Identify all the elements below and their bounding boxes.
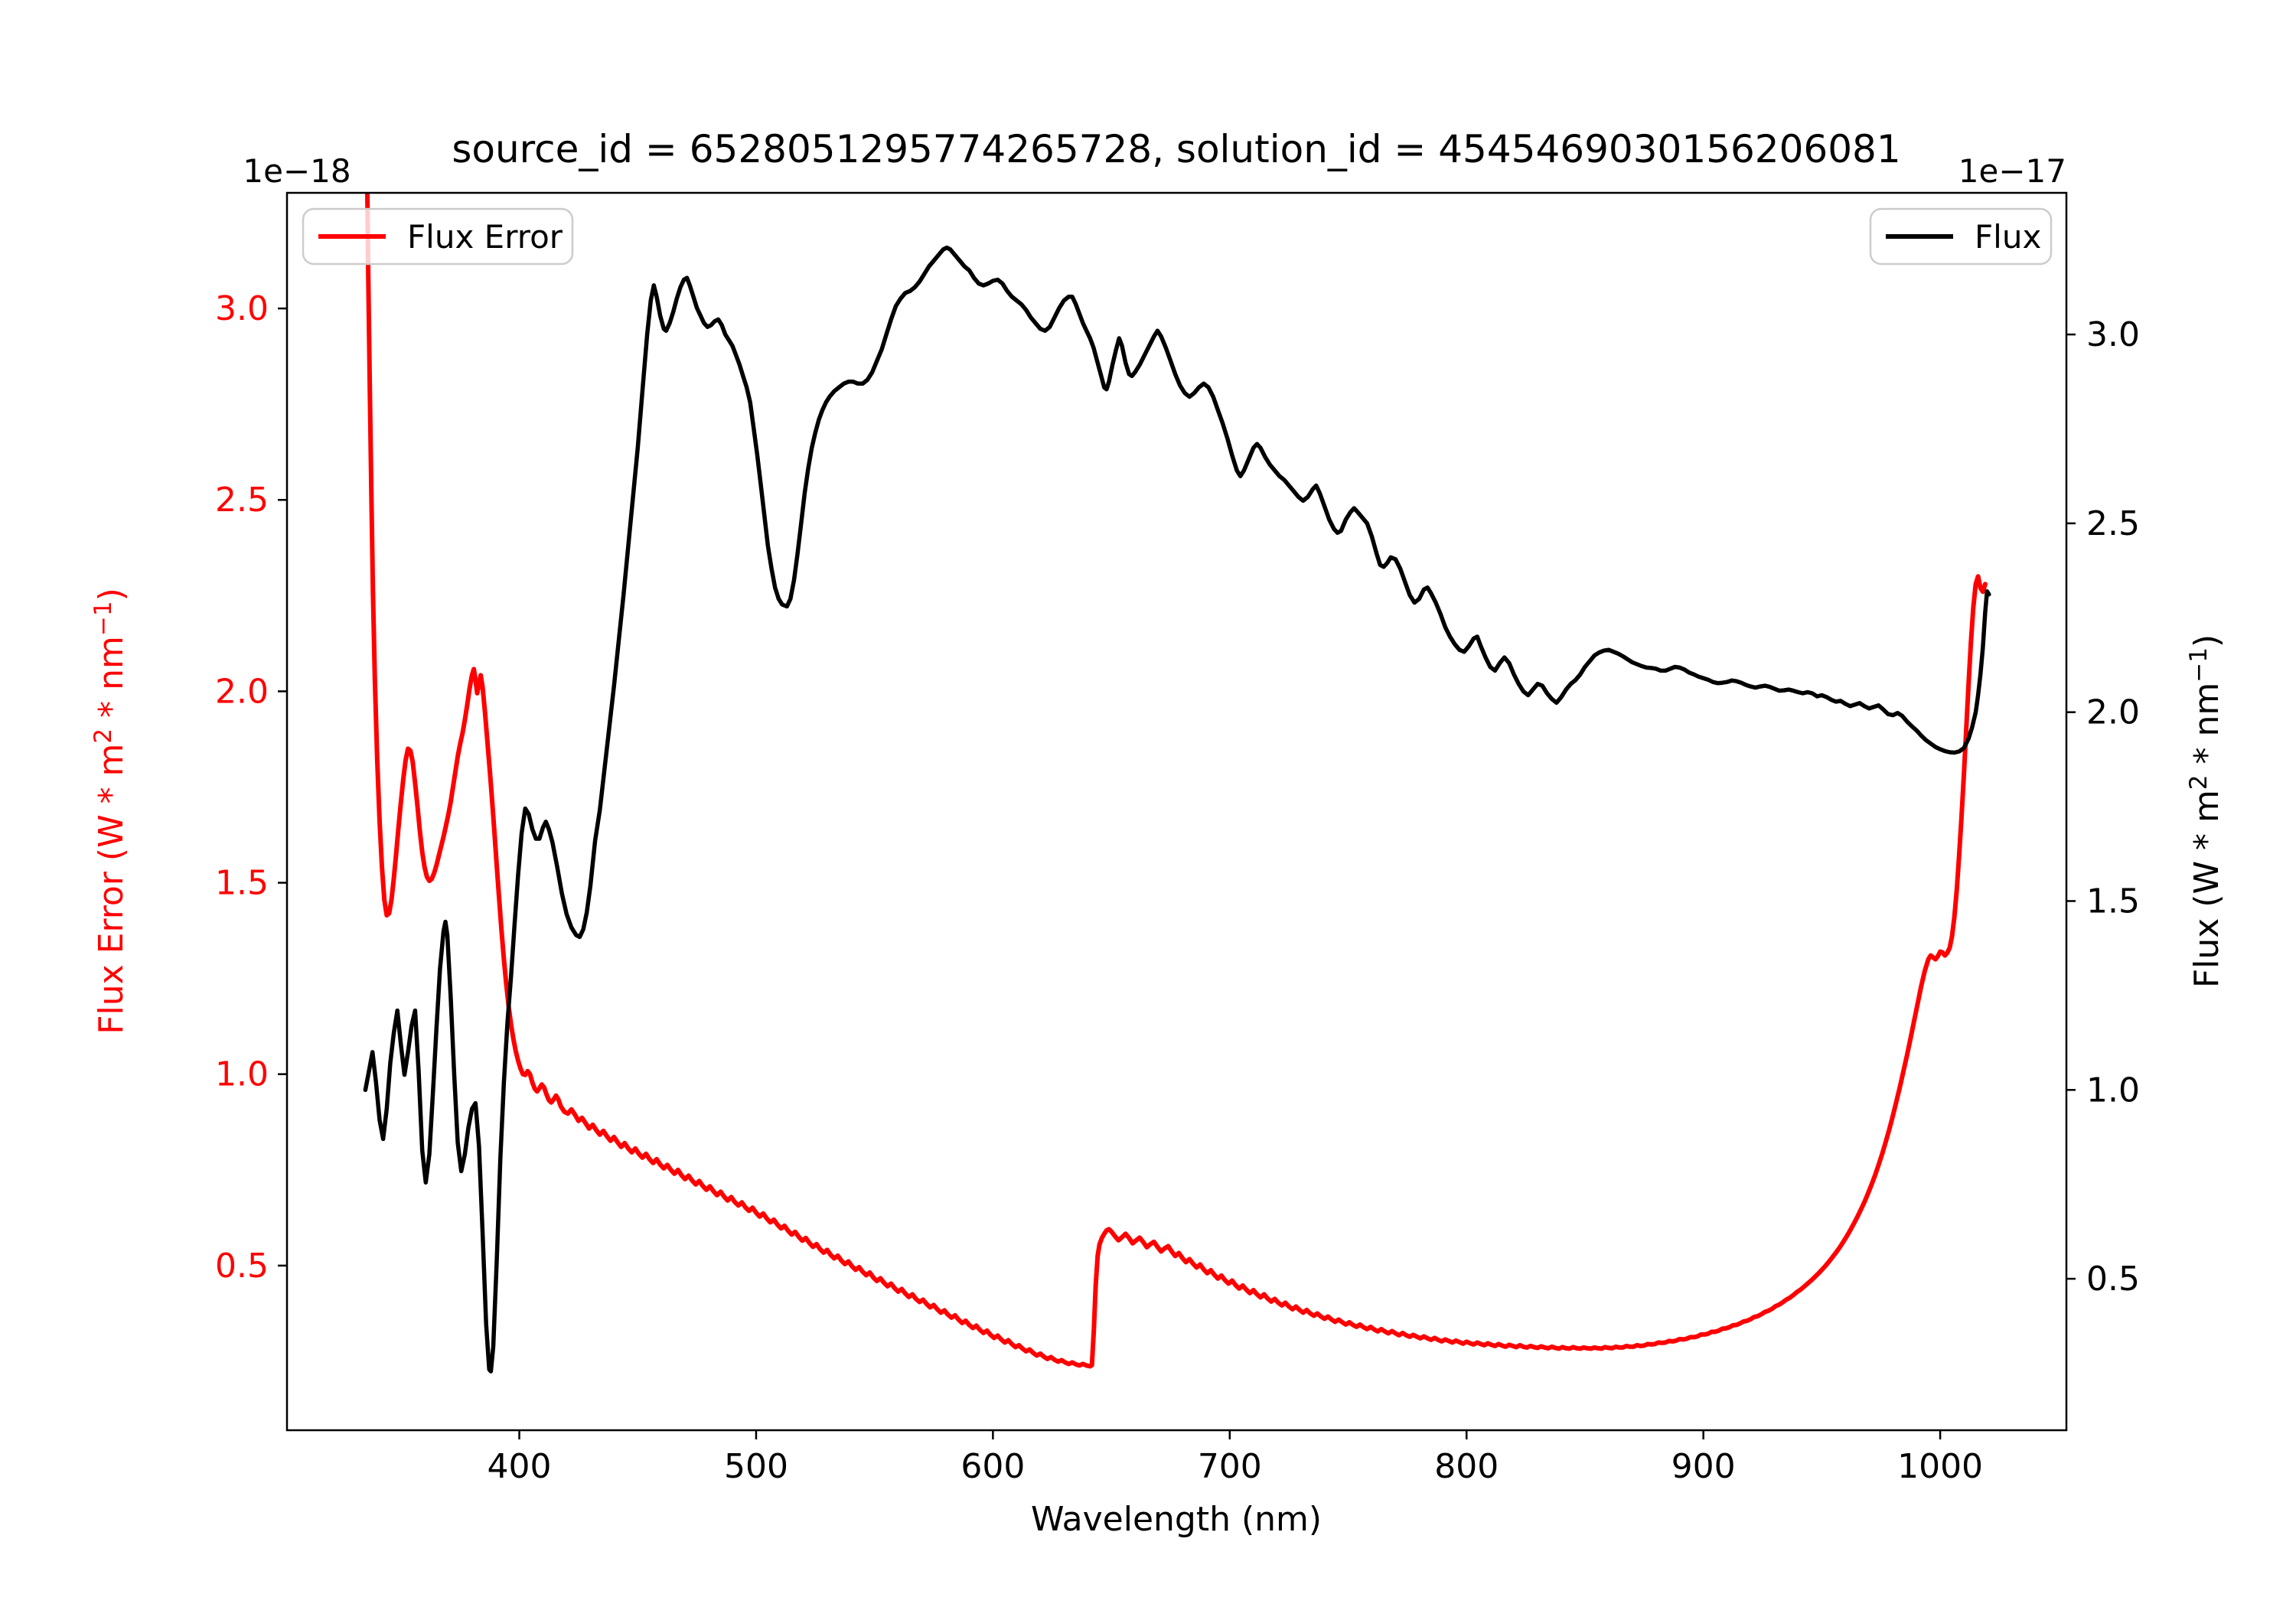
x-tick-label: 900 <box>1671 1447 1736 1486</box>
x-tick-label: 500 <box>724 1447 788 1486</box>
left-axis-offset-text: 1e−18 <box>243 152 351 190</box>
legend-box <box>302 207 574 266</box>
right-y-tick-label: 1.0 <box>2086 1071 2140 1110</box>
x-tick-label: 600 <box>960 1447 1025 1486</box>
right-y-tick-label: 1.5 <box>2086 882 2140 921</box>
axes-frame <box>285 191 2068 1432</box>
left-y-tick-label: 1.5 <box>215 864 269 903</box>
x-tick-label: 700 <box>1198 1447 1262 1486</box>
right-y-tick-label: 0.5 <box>2086 1260 2140 1299</box>
plot-curves <box>363 193 1991 1374</box>
legend-label-flux-error: Flux Error <box>407 218 563 256</box>
left-axis-ticks: 0.5 1.0 1.5 2.0 2.5 3.0 <box>215 289 287 1286</box>
left-y-tick-label: 1.0 <box>215 1055 269 1094</box>
left-y-tick-label: 2.0 <box>215 672 269 711</box>
left-y-tick-label: 0.5 <box>215 1247 269 1286</box>
right-y-tick-label: 2.0 <box>2086 693 2140 732</box>
right-axis-offset-text: 1e−17 <box>1958 152 2066 190</box>
right-y-axis-label: Flux (W * m2 * nm−1) <box>2185 634 2226 988</box>
legend-label-flux: Flux <box>1975 218 2041 256</box>
left-y-axis-label: Flux Error (W * m2 * nm−1) <box>90 588 131 1035</box>
x-tick-label: 400 <box>488 1447 552 1486</box>
legend-box <box>1869 207 2053 266</box>
x-axis-label: Wavelength (nm) <box>1031 1500 1322 1539</box>
x-tick-label: 1000 <box>1897 1447 1983 1486</box>
legend-flux: Flux <box>1869 207 2053 266</box>
chart-title: source_id = 6528051295774265728, solutio… <box>452 127 1900 171</box>
x-axis-ticks: 400 500 600 700 800 900 1000 <box>488 1430 1983 1486</box>
curve-flux <box>363 245 1991 1374</box>
right-axis-ticks: 0.5 1.0 1.5 2.0 2.5 3.0 <box>2066 315 2140 1299</box>
left-y-tick-label: 2.5 <box>215 481 269 520</box>
legend-flux-error: Flux Error <box>302 207 574 266</box>
left-y-tick-label: 3.0 <box>215 289 269 328</box>
x-tick-label: 800 <box>1434 1447 1499 1486</box>
right-y-tick-label: 3.0 <box>2086 315 2140 354</box>
right-y-tick-label: 2.5 <box>2086 504 2140 543</box>
curve-flux-error <box>364 193 1988 1369</box>
